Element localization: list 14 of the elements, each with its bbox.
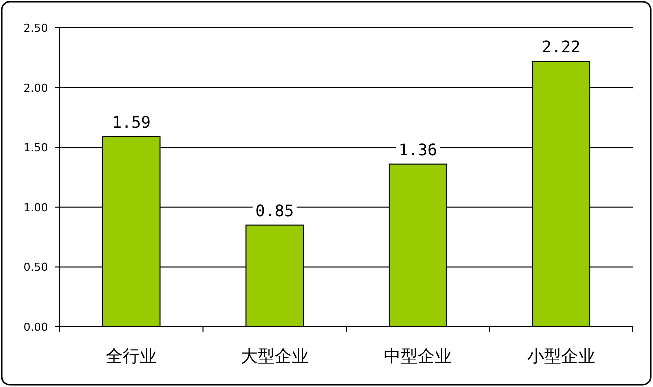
data-label: 1.59 bbox=[112, 112, 151, 132]
x-tick-label: 中型企业 bbox=[384, 347, 452, 367]
x-tick-label: 全行业 bbox=[106, 347, 158, 367]
y-tick-label: 2.00 bbox=[24, 82, 48, 95]
y-tick-label: 1.00 bbox=[24, 201, 48, 214]
y-tick-label: 0.50 bbox=[24, 261, 48, 274]
data-label: 2.22 bbox=[542, 37, 581, 56]
y-tick-label: 1.50 bbox=[24, 142, 48, 155]
data-label: 1.36 bbox=[398, 140, 438, 160]
x-tick-label: 小型企业 bbox=[527, 347, 596, 367]
x-tick-label: 大型企业 bbox=[240, 347, 309, 367]
data-label: 0.85 bbox=[256, 201, 294, 220]
y-tick-label: 0.00 bbox=[24, 321, 48, 334]
y-tick-label: 2.50 bbox=[24, 22, 48, 35]
